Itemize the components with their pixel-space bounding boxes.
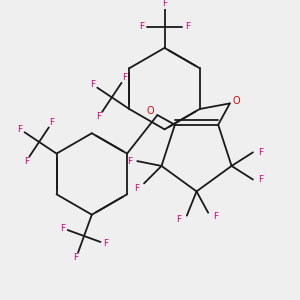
- Text: F: F: [127, 157, 132, 166]
- Text: F: F: [60, 224, 65, 232]
- Text: F: F: [176, 215, 182, 224]
- Text: F: F: [96, 112, 101, 121]
- Text: F: F: [50, 118, 55, 127]
- Text: F: F: [90, 80, 95, 89]
- Text: F: F: [134, 184, 139, 193]
- Text: F: F: [258, 148, 263, 157]
- Text: F: F: [74, 254, 79, 262]
- Text: F: F: [139, 22, 144, 31]
- Text: O: O: [147, 106, 154, 116]
- Text: F: F: [162, 0, 167, 8]
- Text: F: F: [213, 212, 218, 221]
- Text: F: F: [17, 124, 22, 134]
- Text: F: F: [24, 157, 29, 166]
- Text: F: F: [103, 239, 109, 248]
- Text: O: O: [233, 95, 240, 106]
- Text: F: F: [122, 74, 127, 82]
- Text: F: F: [258, 175, 263, 184]
- Text: F: F: [185, 22, 190, 31]
